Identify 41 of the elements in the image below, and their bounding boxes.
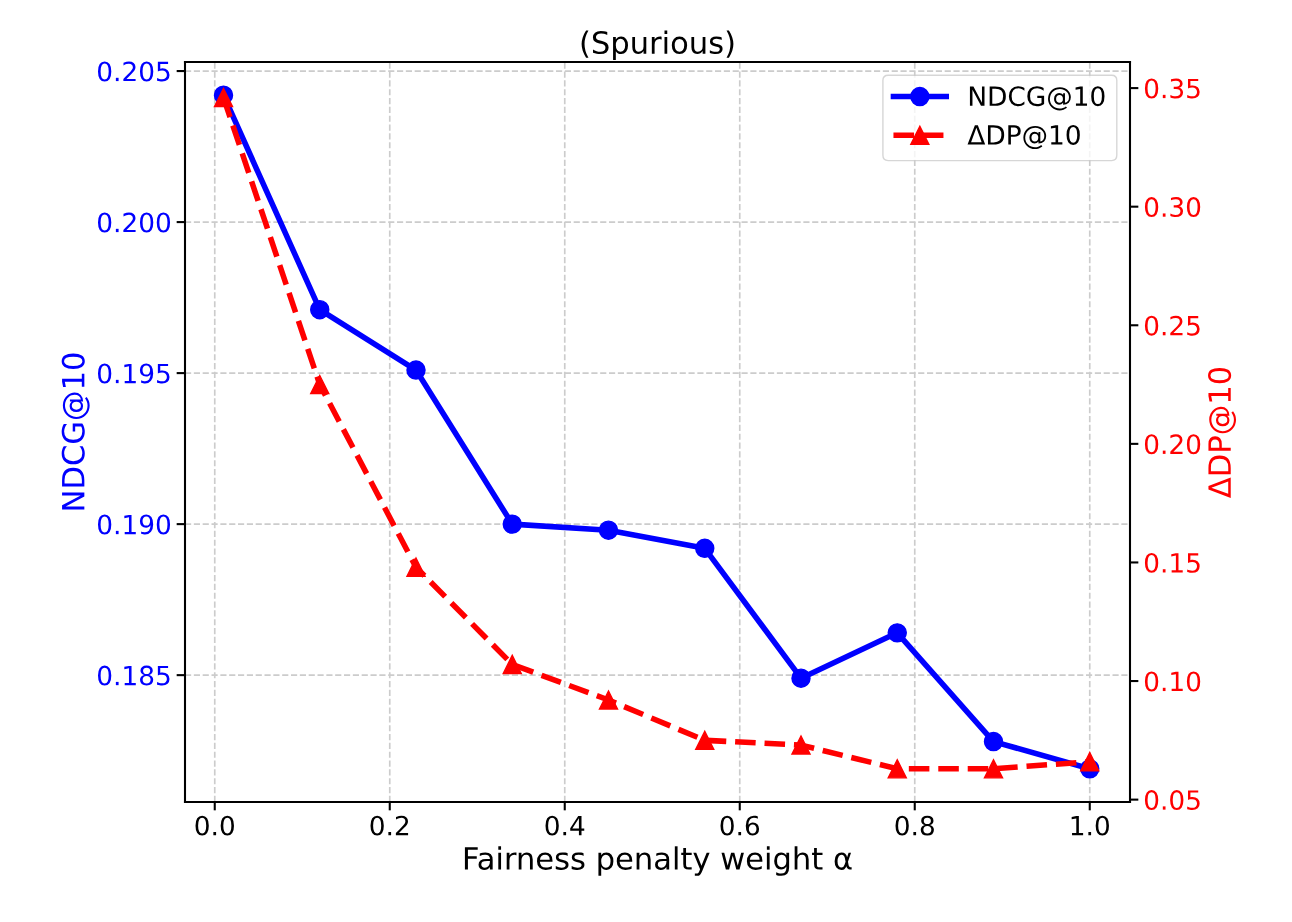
y-tick-label: 0.205 [98,61,170,82]
y2-tick-label: 0.15 [1144,552,1200,573]
point [502,514,522,534]
y2-tick-label: 0.30 [1144,197,1201,218]
y2-axis-title: ΔDP@10 [1208,367,1237,498]
y2-tick-label: 0.20 [1144,434,1201,455]
y-axis-title: NDCG@10 [61,353,90,510]
point [983,759,1004,779]
chart-title: (Spurious) [581,30,734,61]
y2-tick-label: 0.25 [1144,315,1200,336]
y-tick-label: 0.200 [98,212,171,233]
point [310,374,330,395]
point [887,759,907,779]
point [1080,751,1100,772]
point [310,299,330,320]
y-tick-label: 0.195 [98,363,170,384]
point [502,654,522,675]
legend-label: NDCG@10 [969,86,1105,111]
x-axis-title: Fairness penalty weight α [464,846,852,876]
point [983,731,1004,752]
x-tick-label: 0.4 [545,815,585,836]
point [406,360,426,380]
point [598,520,619,540]
x-tick-label: 0.2 [370,815,409,836]
point [887,623,907,643]
point [791,668,811,688]
y-tick-label: 0.190 [98,514,171,535]
point [791,735,811,755]
y-tick-label: 0.185 [98,665,170,686]
x-tick-label: 0.6 [720,815,760,836]
legend-label: ΔDP@10 [967,124,1080,150]
y2-tick-label: 0.10 [1144,671,1201,692]
x-tick-label: 1.0 [1071,815,1109,836]
point [695,538,715,559]
point [598,690,619,710]
point [695,730,715,751]
point [406,557,426,577]
y2-tick-label: 0.05 [1144,790,1200,811]
y2-tick-label: 0.35 [1144,78,1200,99]
x-tick-label: 0.8 [895,815,934,836]
x-tick-label: 0.0 [195,815,234,836]
